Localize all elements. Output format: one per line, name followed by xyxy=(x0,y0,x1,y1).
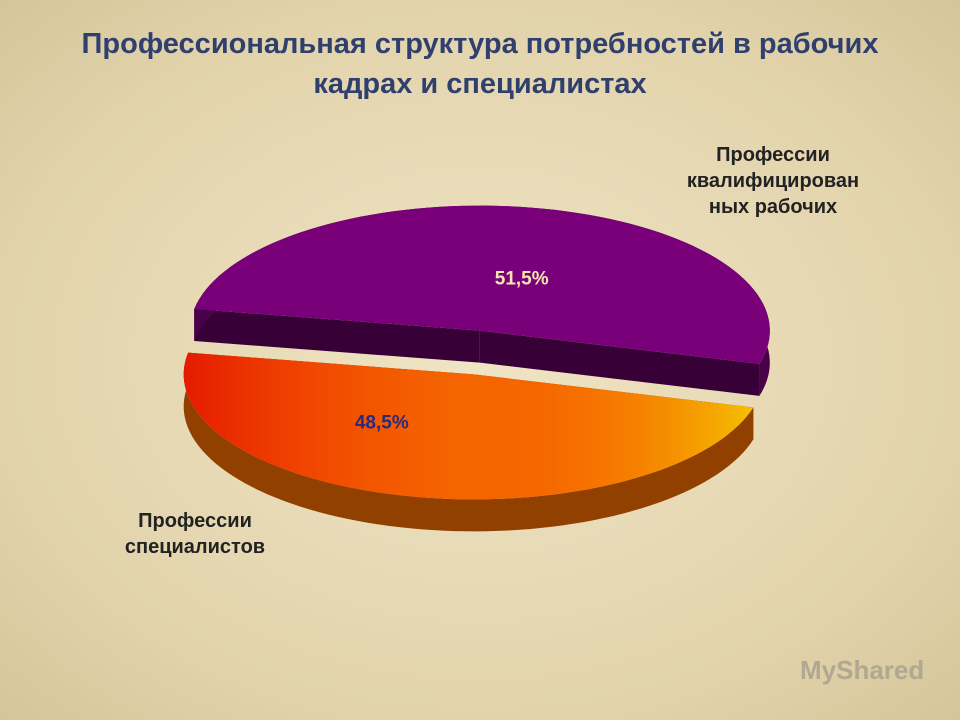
slice-side xyxy=(479,330,760,396)
category-label: Профессии специалистов xyxy=(124,510,266,558)
value-label: 51,5% xyxy=(495,269,549,290)
slice-shading xyxy=(183,352,754,500)
value-label: 48,5% xyxy=(355,412,409,433)
slice-wall xyxy=(183,352,754,532)
slice-side xyxy=(194,308,480,363)
watermark: MyShared xyxy=(800,655,925,685)
chart-title: Профессиональная структура потребностей … xyxy=(81,28,879,100)
slice xyxy=(194,205,770,364)
category-label: Профессии квалифицированных рабочих xyxy=(686,144,860,218)
